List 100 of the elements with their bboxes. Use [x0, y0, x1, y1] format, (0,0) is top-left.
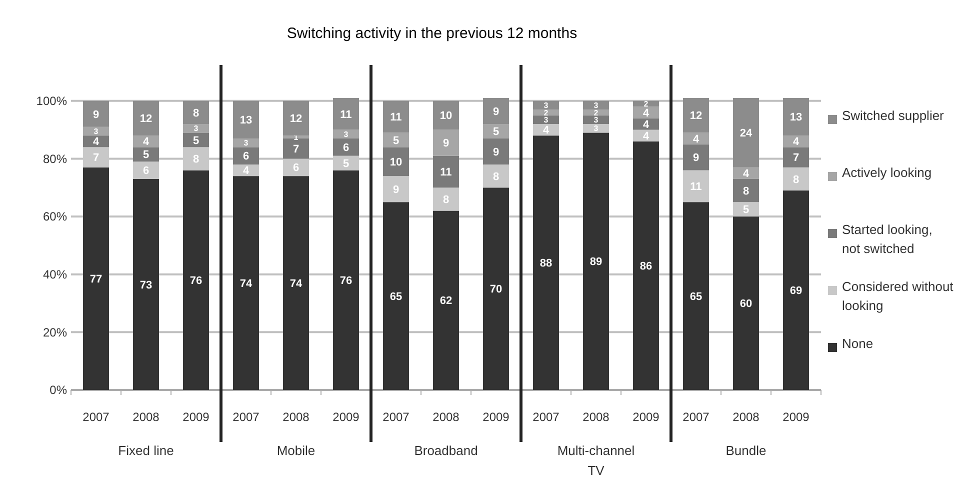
bar [83, 126, 109, 136]
data-label: 13 [240, 114, 252, 127]
x-tick-label: 2007 [82, 410, 110, 424]
bar [133, 147, 159, 162]
data-label: 10 [390, 156, 402, 168]
data-label: 60 [740, 298, 752, 310]
text: Fixed line [118, 443, 174, 458]
data-label: 9 [442, 138, 450, 150]
data-label: 7 [792, 152, 800, 164]
data-label: 5 [492, 126, 500, 138]
bar [683, 144, 709, 170]
bar [383, 176, 409, 202]
bar [383, 100, 409, 133]
data-label: 4 [642, 118, 650, 131]
bar [133, 100, 159, 136]
text: Mobile [276, 443, 316, 458]
bar [683, 170, 709, 202]
bar [583, 132, 609, 390]
bar [283, 138, 309, 159]
bar [483, 188, 509, 390]
bar [583, 110, 609, 116]
bar [233, 147, 259, 164]
bar [83, 100, 109, 127]
y-tick-label: 20% [42, 325, 68, 340]
data-label: 3 [194, 124, 199, 134]
x-tick-label: 2007 [532, 410, 560, 424]
data-label: 65 [390, 290, 402, 303]
bar [583, 100, 609, 110]
data-label: 3 [594, 115, 599, 124]
data-label: 9 [92, 108, 100, 121]
data-label: 77 [90, 274, 102, 286]
data-label: 12 [690, 110, 702, 122]
data-label: 8 [742, 185, 750, 198]
data-label: 76 [190, 274, 202, 287]
bar [433, 210, 459, 390]
data-label: 13 [790, 112, 802, 124]
y-tick-label: 0% [50, 383, 68, 398]
bar [783, 167, 809, 191]
bar [183, 100, 209, 124]
data-label: 62 [440, 295, 452, 308]
data-label: 4 [142, 136, 150, 148]
data-label: 73 [140, 279, 152, 292]
x-tick-label: 2008 [432, 410, 460, 424]
bar [233, 138, 259, 148]
data-label: 4 [742, 168, 750, 180]
data-label: 74 [290, 278, 303, 290]
bar [483, 98, 509, 124]
x-tick-label: 2009 [482, 410, 510, 424]
x-tick-label: 2009 [332, 410, 360, 424]
bar [333, 138, 359, 156]
data-label: 6 [242, 150, 250, 163]
bar [183, 124, 209, 133]
data-label: 3 [594, 101, 599, 110]
data-label: 9 [492, 146, 500, 158]
bar [183, 132, 209, 148]
data-label: 2 [594, 108, 599, 118]
bar [283, 176, 309, 390]
bar [433, 156, 459, 188]
text: Broadband [414, 443, 478, 458]
data-label: 65 [690, 290, 702, 303]
bar [733, 216, 759, 390]
data-label: 3 [94, 127, 99, 136]
data-label: 86 [640, 260, 652, 273]
data-label: 88 [540, 258, 552, 270]
bar [783, 98, 809, 136]
legend-label: Considered without looking [842, 279, 954, 313]
chart-title: Switching activity in the previous 12 months [286, 25, 578, 42]
bar [683, 132, 709, 144]
data-label: 24 [740, 128, 753, 140]
bar [383, 147, 409, 176]
bar [333, 170, 359, 390]
data-label: 5 [192, 134, 200, 147]
text: Multi-channel TV [557, 443, 635, 478]
data-label: 11 [440, 166, 452, 179]
data-label: 89 [590, 256, 602, 268]
bar [233, 176, 259, 390]
bar [333, 130, 359, 138]
y-tick-label: 40% [42, 268, 68, 282]
bar [133, 178, 159, 390]
data-label: 2 [644, 100, 649, 109]
bar [433, 130, 459, 156]
data-label: 70 [490, 284, 502, 296]
bar [283, 100, 309, 136]
bar [583, 124, 609, 133]
data-label: 9 [492, 106, 500, 118]
data-label: 3 [544, 101, 549, 110]
data-label: 4 [792, 136, 800, 148]
data-label: 2 [544, 108, 549, 118]
bar [733, 98, 759, 168]
bar [333, 98, 359, 130]
legend-label: Started looking, not switched [842, 222, 932, 256]
x-tick-label: 2008 [132, 410, 160, 424]
data-label: 4 [692, 133, 700, 146]
data-label: 11 [390, 112, 402, 124]
bar [783, 147, 809, 168]
data-label: 3 [344, 130, 349, 139]
bar [133, 162, 159, 179]
bar [733, 178, 759, 202]
bar [383, 202, 409, 390]
data-label: 5 [142, 149, 150, 162]
